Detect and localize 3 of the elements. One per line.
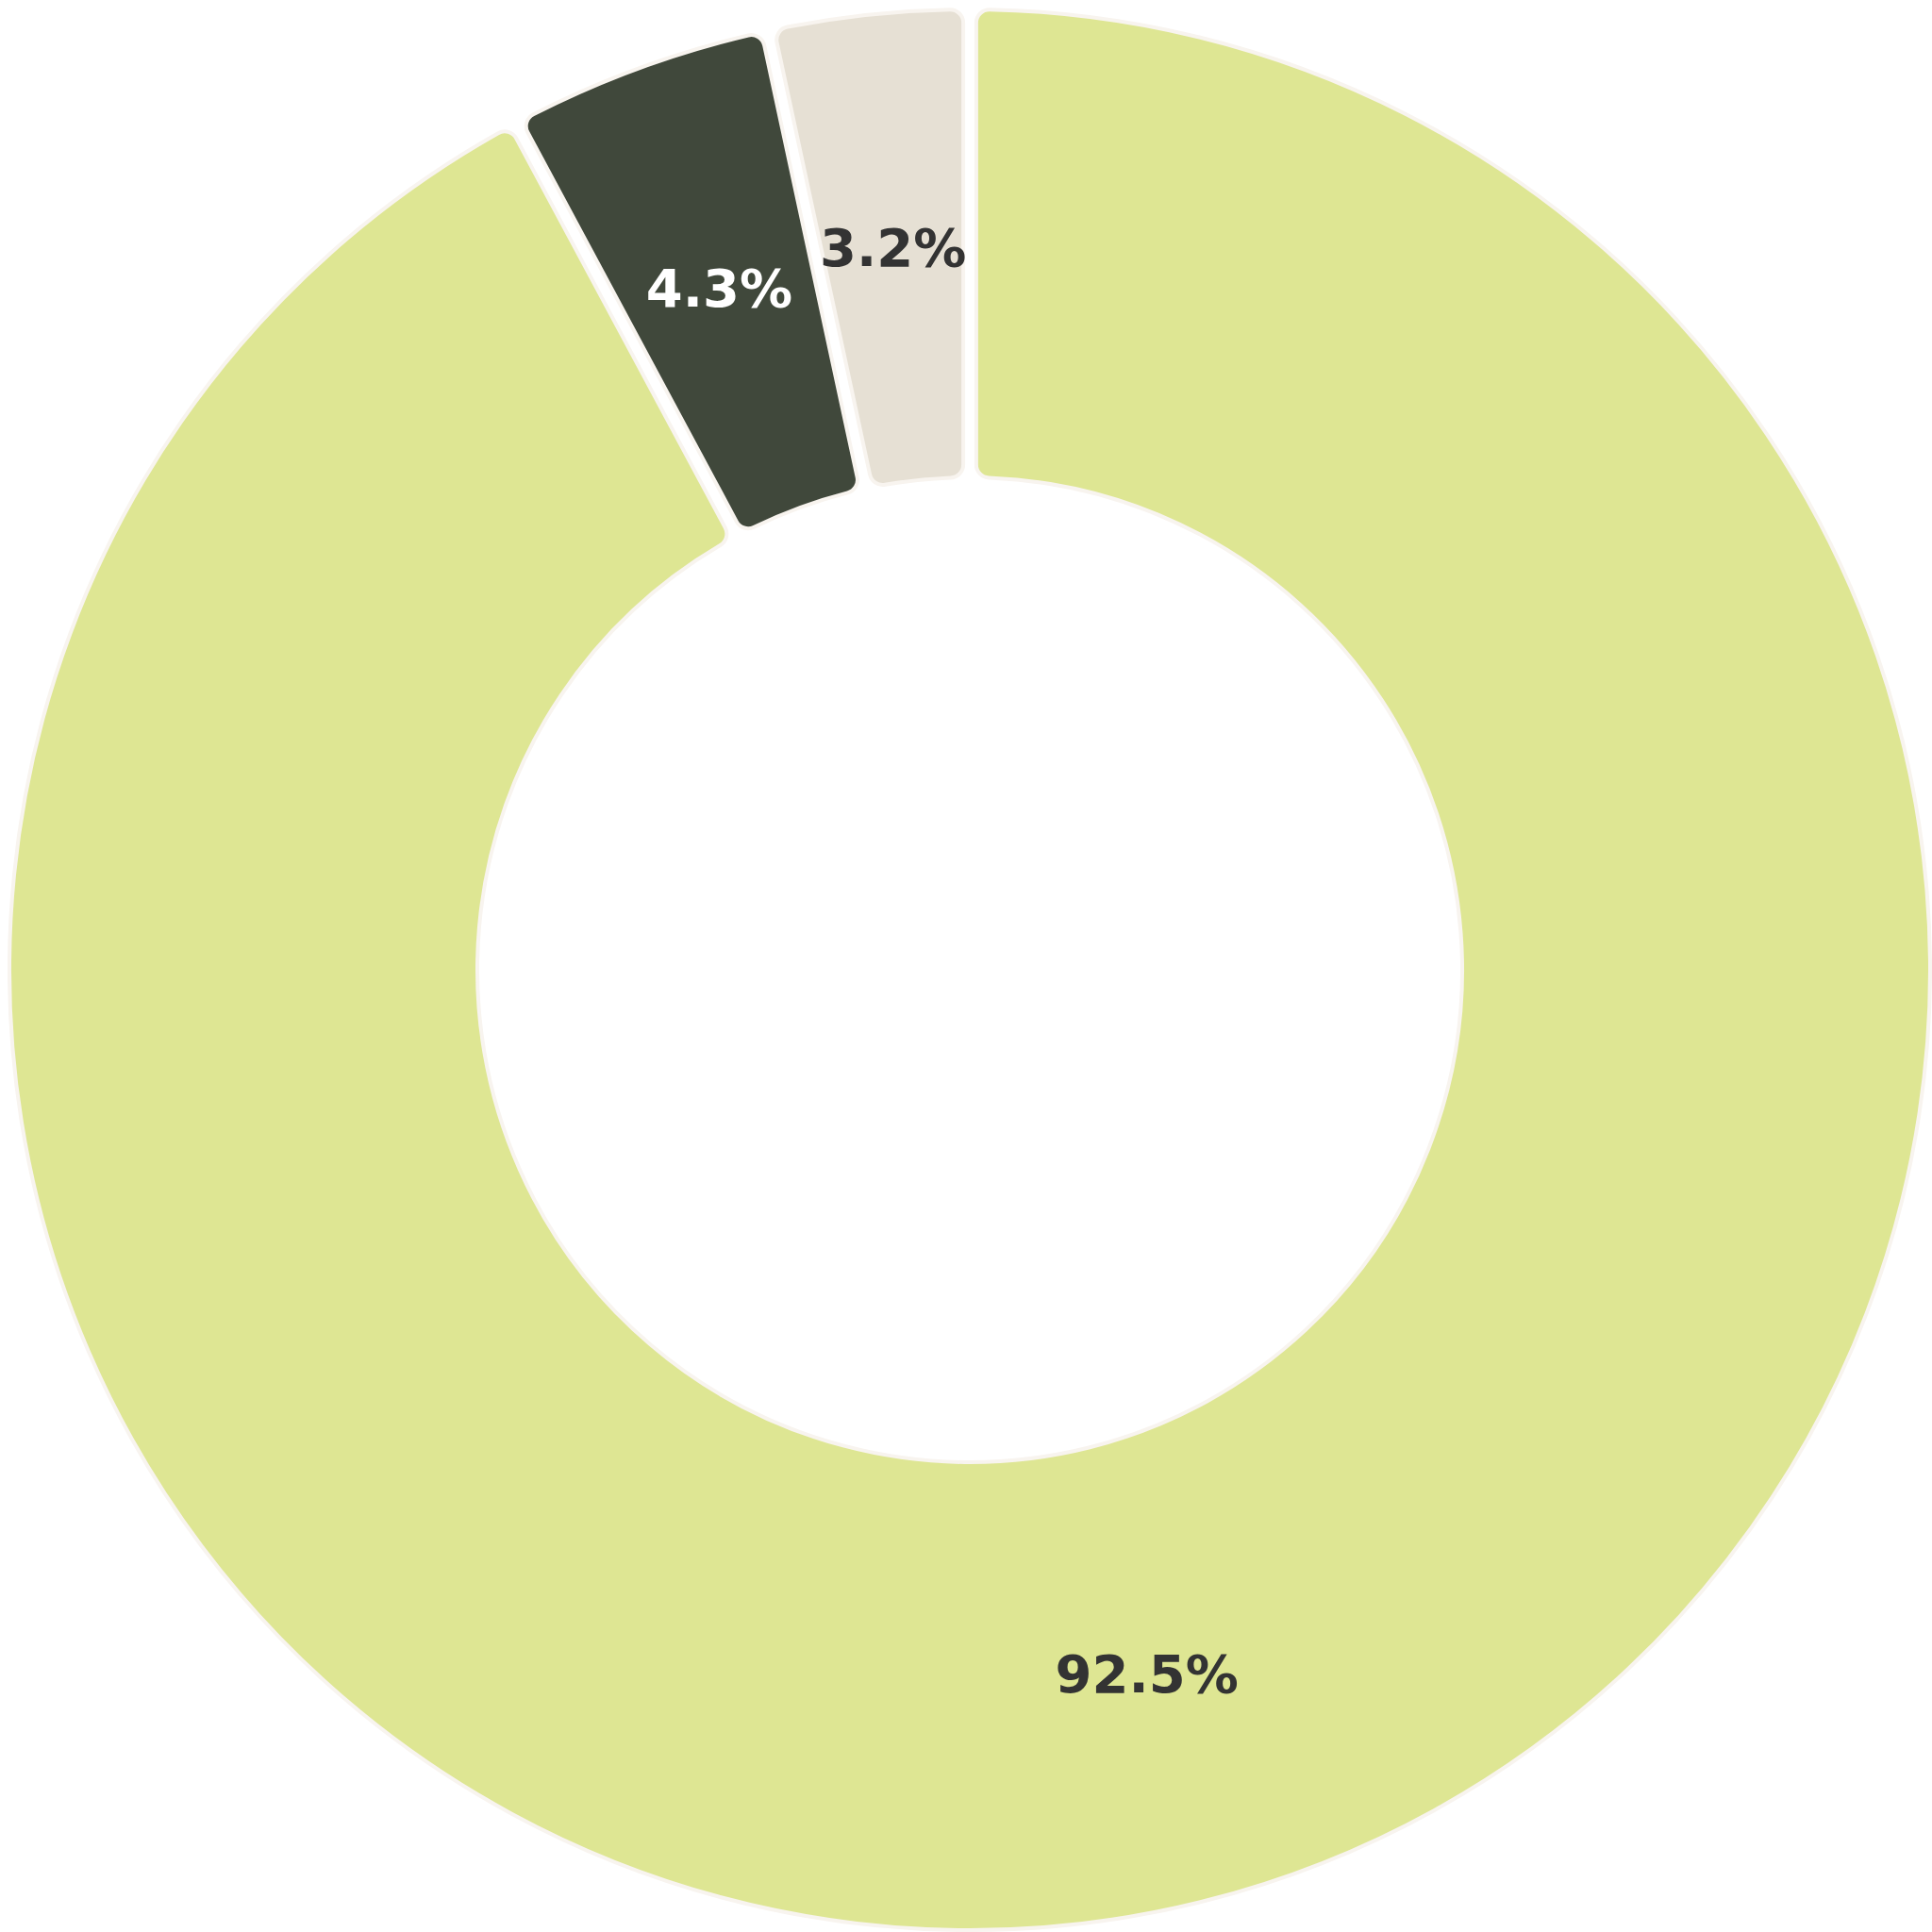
data-label: 4.3% bbox=[645, 257, 793, 319]
data-label: 92.5% bbox=[1055, 1643, 1239, 1706]
data-label: 3.2% bbox=[819, 216, 967, 278]
